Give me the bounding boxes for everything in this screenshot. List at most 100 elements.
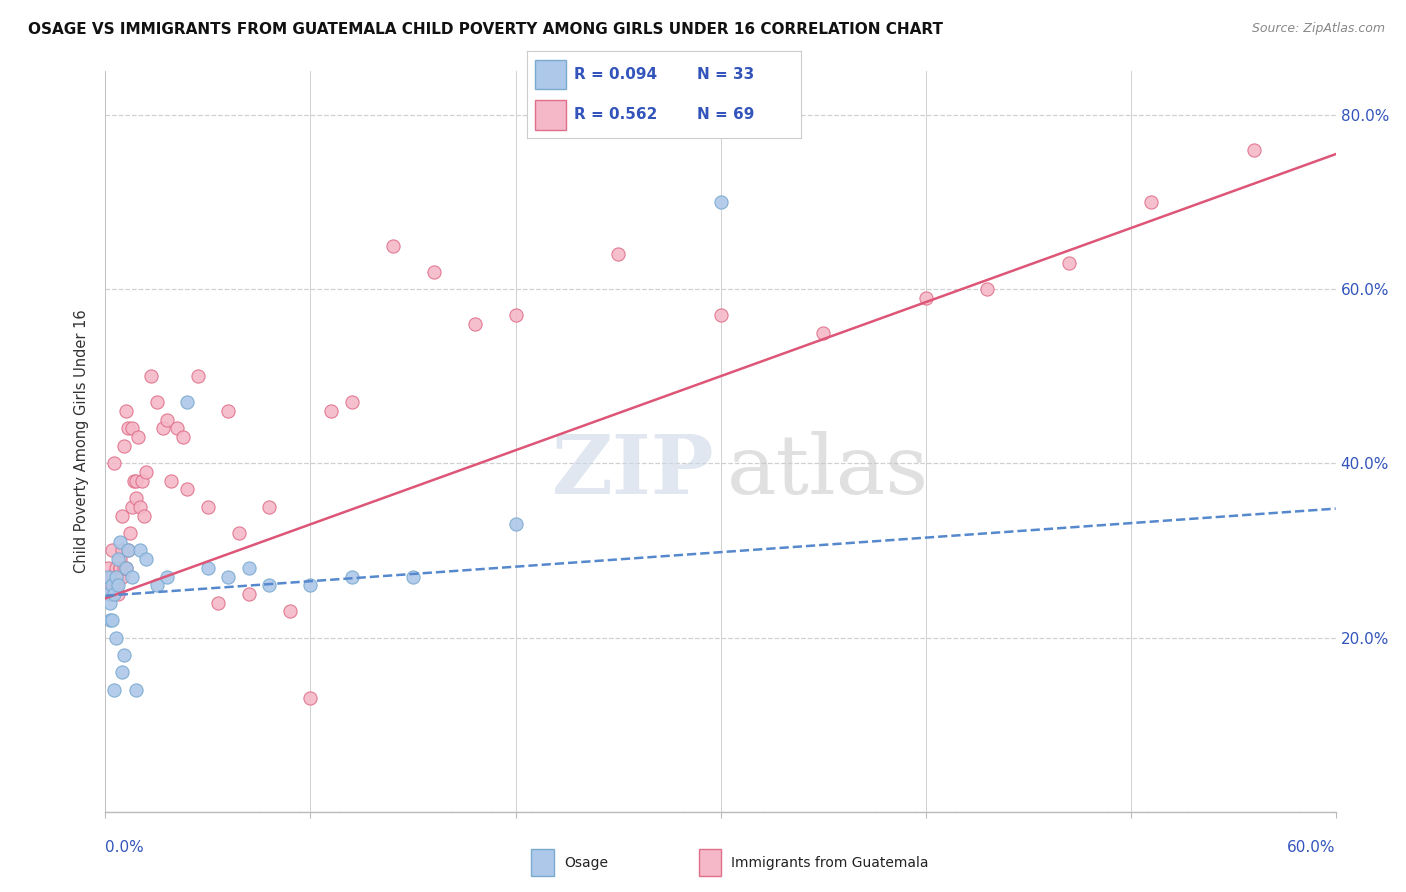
Bar [536,100,565,129]
Point [131,474,153,488]
Point [98,569,121,583]
Point [299,578,322,592]
Point [104,631,127,645]
Point [299,691,322,706]
Point [117,543,139,558]
Point [103,587,125,601]
Point [207,596,229,610]
Point [96,561,118,575]
Point [187,369,209,384]
Y-axis label: Child Poverty Among Girls Under 16: Child Poverty Among Girls Under 16 [75,310,90,574]
Point [218,569,240,583]
Point [115,561,138,575]
Point [160,474,183,488]
Point [104,578,127,592]
Point [176,483,198,497]
Point [107,569,129,583]
Point [172,430,194,444]
Point [710,194,733,209]
Point [340,395,363,409]
Point [218,404,240,418]
Point [402,569,425,583]
Text: atlas: atlas [727,431,929,511]
Point [238,561,260,575]
Point [125,474,148,488]
Point [108,552,131,566]
Point [120,526,141,541]
Point [152,421,174,435]
Point [134,508,156,523]
Point [139,369,162,384]
Text: ZIP: ZIP [551,431,714,511]
Point [98,596,121,610]
Bar [536,60,565,89]
Point [145,395,167,409]
Point [103,682,125,697]
Point [121,421,143,435]
Point [121,569,143,583]
Bar [531,849,554,876]
Point [464,317,486,331]
Point [107,569,129,583]
Point [340,569,363,583]
Point [422,265,444,279]
Text: N = 33: N = 33 [697,67,755,82]
Text: N = 69: N = 69 [697,107,755,122]
Point [122,474,145,488]
Point [176,395,198,409]
Point [98,613,121,627]
Point [914,291,936,305]
Point [104,569,127,583]
Point [117,421,139,435]
Point [103,578,125,592]
Point [107,552,129,566]
Point [381,238,404,252]
Point [125,491,148,505]
Point [156,413,179,427]
Text: Osage: Osage [564,855,607,870]
Point [100,569,122,583]
Point [117,543,139,558]
Point [112,648,135,662]
Point [505,517,527,532]
Point [156,569,179,583]
Point [197,561,219,575]
Point [100,543,122,558]
Point [104,561,127,575]
Point [1243,143,1265,157]
Point [104,569,127,583]
Point [108,534,131,549]
Point [166,421,188,435]
Point [1057,256,1080,270]
Point [1140,194,1163,209]
Point [278,604,301,618]
Point [135,465,157,479]
Point [111,508,134,523]
Point [145,578,167,592]
Point [107,587,129,601]
Point [125,682,148,697]
Point [108,561,131,575]
Point [135,552,157,566]
Text: OSAGE VS IMMIGRANTS FROM GUATEMALA CHILD POVERTY AMONG GIRLS UNDER 16 CORRELATIO: OSAGE VS IMMIGRANTS FROM GUATEMALA CHILD… [28,22,943,37]
Point [108,561,131,575]
Point [115,404,138,418]
Bar [699,849,721,876]
Point [228,526,250,541]
Point [98,587,121,601]
Point [505,308,527,322]
Point [238,587,260,601]
Point [96,578,118,592]
Point [100,578,122,592]
Point [111,543,134,558]
Text: 0.0%: 0.0% [105,840,145,855]
Point [259,578,281,592]
Point [976,282,998,296]
Point [100,613,122,627]
Text: Source: ZipAtlas.com: Source: ZipAtlas.com [1251,22,1385,36]
Point [111,569,134,583]
Point [259,500,281,514]
Point [319,404,342,418]
Text: 60.0%: 60.0% [1288,840,1336,855]
Point [607,247,630,261]
